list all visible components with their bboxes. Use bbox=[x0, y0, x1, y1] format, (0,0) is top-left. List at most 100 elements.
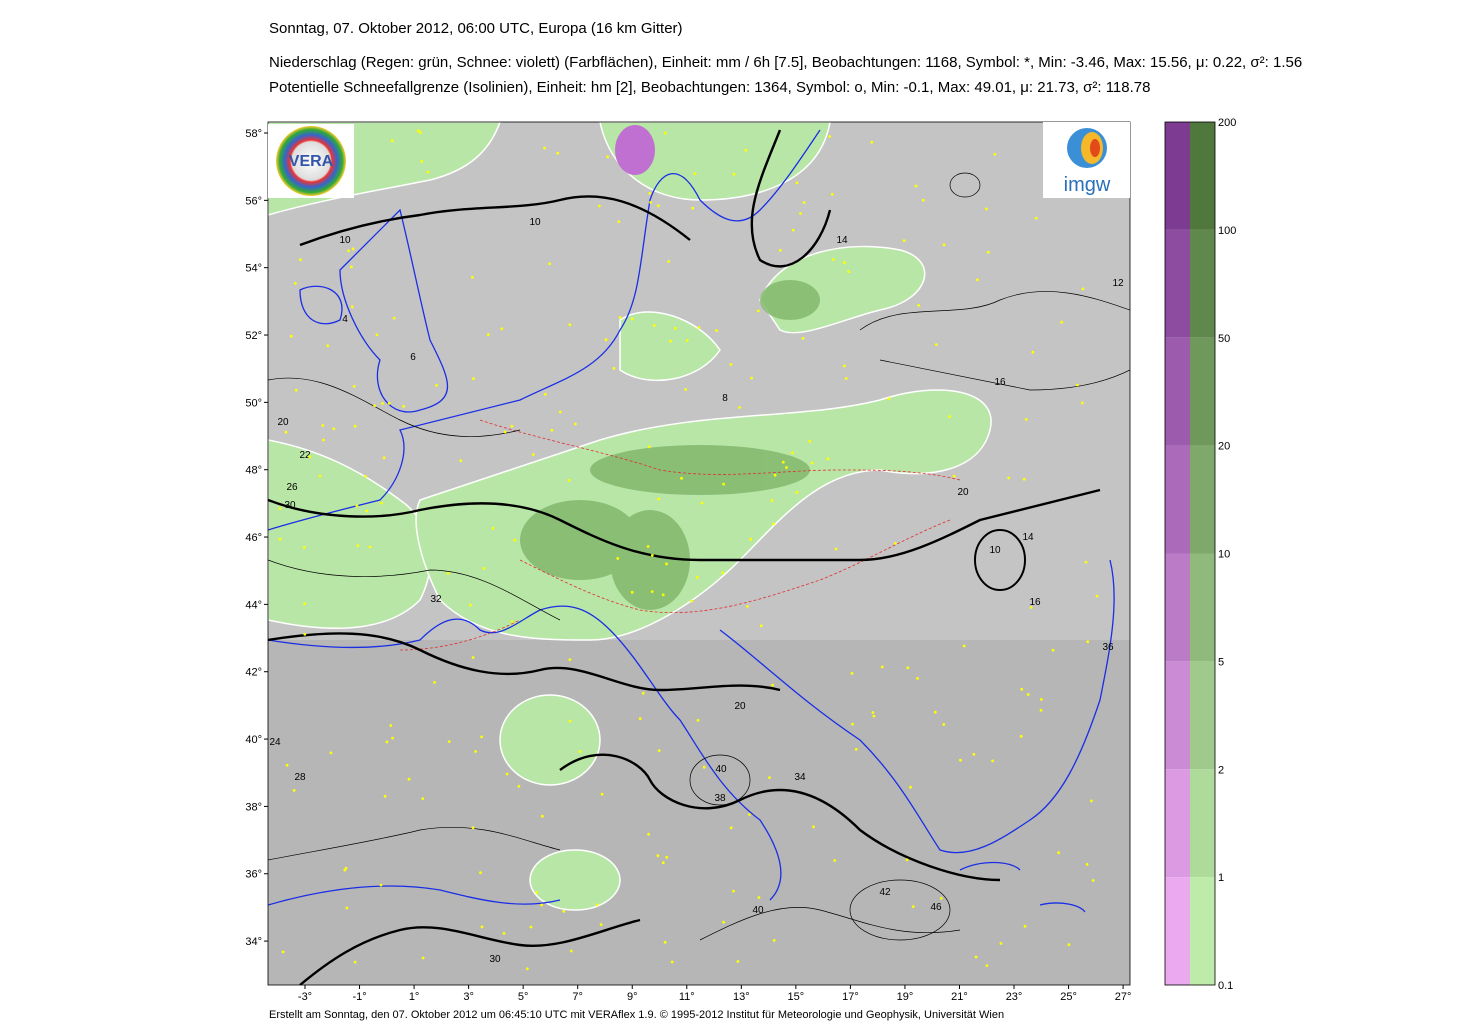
station bbox=[795, 491, 799, 494]
station bbox=[1023, 924, 1027, 928]
station bbox=[1084, 560, 1088, 564]
station bbox=[471, 826, 475, 830]
station bbox=[1039, 708, 1043, 712]
station bbox=[616, 557, 620, 560]
station bbox=[663, 940, 667, 944]
lon-axis: -3° -1° 1° 3° 5° 7° 9° 11° 13° 15° 17° 19° 21° 23° 25°… bbox=[298, 985, 1131, 1003]
colorbar-rain bbox=[1190, 661, 1215, 770]
station bbox=[657, 749, 661, 752]
colorbar-rain bbox=[1190, 877, 1215, 985]
contour-label: 20 bbox=[957, 487, 969, 498]
lon-tick-label: 25° bbox=[1060, 991, 1077, 1003]
station bbox=[771, 683, 774, 687]
station bbox=[355, 504, 359, 508]
station bbox=[905, 858, 909, 862]
station bbox=[843, 364, 846, 368]
station bbox=[697, 326, 701, 329]
station bbox=[471, 656, 475, 659]
colorbar-label: 1 bbox=[1218, 872, 1224, 884]
terrain-shade bbox=[268, 640, 1130, 985]
station bbox=[502, 932, 506, 935]
station bbox=[543, 146, 546, 150]
lon-tick-label: 13° bbox=[733, 991, 750, 1003]
station bbox=[722, 920, 725, 924]
station bbox=[385, 740, 389, 744]
station bbox=[1026, 693, 1030, 696]
contour-labels: 10 10 14 12 20 22 26 30 32 28 24 36 40 38 40 20 16 20 10 14… bbox=[269, 217, 1124, 965]
station bbox=[1007, 476, 1011, 480]
station bbox=[670, 960, 674, 964]
station bbox=[421, 956, 425, 960]
station bbox=[702, 765, 706, 769]
station bbox=[382, 456, 386, 460]
colorbar-label: 20 bbox=[1218, 441, 1230, 453]
station bbox=[646, 545, 650, 548]
station bbox=[652, 324, 656, 327]
station bbox=[872, 714, 876, 718]
station bbox=[350, 305, 354, 309]
imgw-logo: imgw bbox=[1043, 122, 1130, 198]
contour-label: 10 bbox=[989, 545, 1001, 556]
station bbox=[420, 160, 424, 163]
station bbox=[832, 258, 835, 261]
station bbox=[772, 939, 776, 942]
station bbox=[302, 546, 306, 549]
coastlines bbox=[268, 129, 1115, 913]
station bbox=[543, 392, 547, 396]
station bbox=[407, 777, 411, 781]
station bbox=[854, 747, 858, 751]
station bbox=[595, 903, 599, 907]
station bbox=[1085, 863, 1089, 866]
station bbox=[663, 131, 667, 135]
station bbox=[419, 131, 422, 134]
colorbar-rain bbox=[1190, 769, 1215, 878]
station bbox=[921, 198, 925, 202]
lat-tick-label: 34° bbox=[245, 936, 262, 948]
station bbox=[529, 925, 533, 929]
station bbox=[480, 925, 484, 929]
station bbox=[893, 542, 897, 545]
colorbar-label: 200 bbox=[1218, 117, 1236, 129]
station bbox=[795, 181, 799, 185]
station bbox=[1057, 851, 1060, 855]
contour-label: 4 bbox=[342, 314, 348, 325]
station bbox=[880, 665, 884, 669]
station bbox=[690, 599, 694, 603]
station bbox=[379, 883, 383, 887]
station bbox=[665, 855, 669, 859]
station bbox=[284, 430, 288, 434]
colorbar-label: 5 bbox=[1218, 656, 1224, 668]
station bbox=[531, 453, 535, 456]
station bbox=[870, 140, 874, 144]
station bbox=[578, 750, 582, 753]
station bbox=[972, 752, 976, 756]
station bbox=[657, 497, 660, 501]
contour-label: 6 bbox=[410, 352, 416, 363]
lat-tick-label: 44° bbox=[245, 599, 262, 611]
station bbox=[647, 445, 651, 449]
station bbox=[540, 903, 544, 907]
lat-tick-label: 56° bbox=[245, 195, 262, 207]
station bbox=[750, 376, 753, 380]
lon-tick-label: 1° bbox=[409, 991, 420, 1003]
station bbox=[674, 326, 677, 330]
station bbox=[757, 896, 761, 899]
station bbox=[1024, 418, 1028, 421]
station bbox=[426, 170, 430, 174]
lat-tick-label: 46° bbox=[245, 532, 262, 544]
station bbox=[389, 724, 393, 727]
station bbox=[293, 282, 297, 285]
station bbox=[746, 605, 749, 608]
station bbox=[1019, 734, 1023, 738]
station bbox=[600, 792, 604, 796]
station bbox=[630, 590, 634, 594]
station bbox=[479, 871, 482, 875]
station bbox=[381, 402, 384, 405]
station bbox=[916, 677, 919, 680]
station bbox=[661, 861, 665, 865]
station bbox=[510, 620, 514, 624]
station bbox=[433, 681, 436, 684]
station bbox=[649, 201, 652, 204]
station bbox=[350, 265, 353, 269]
